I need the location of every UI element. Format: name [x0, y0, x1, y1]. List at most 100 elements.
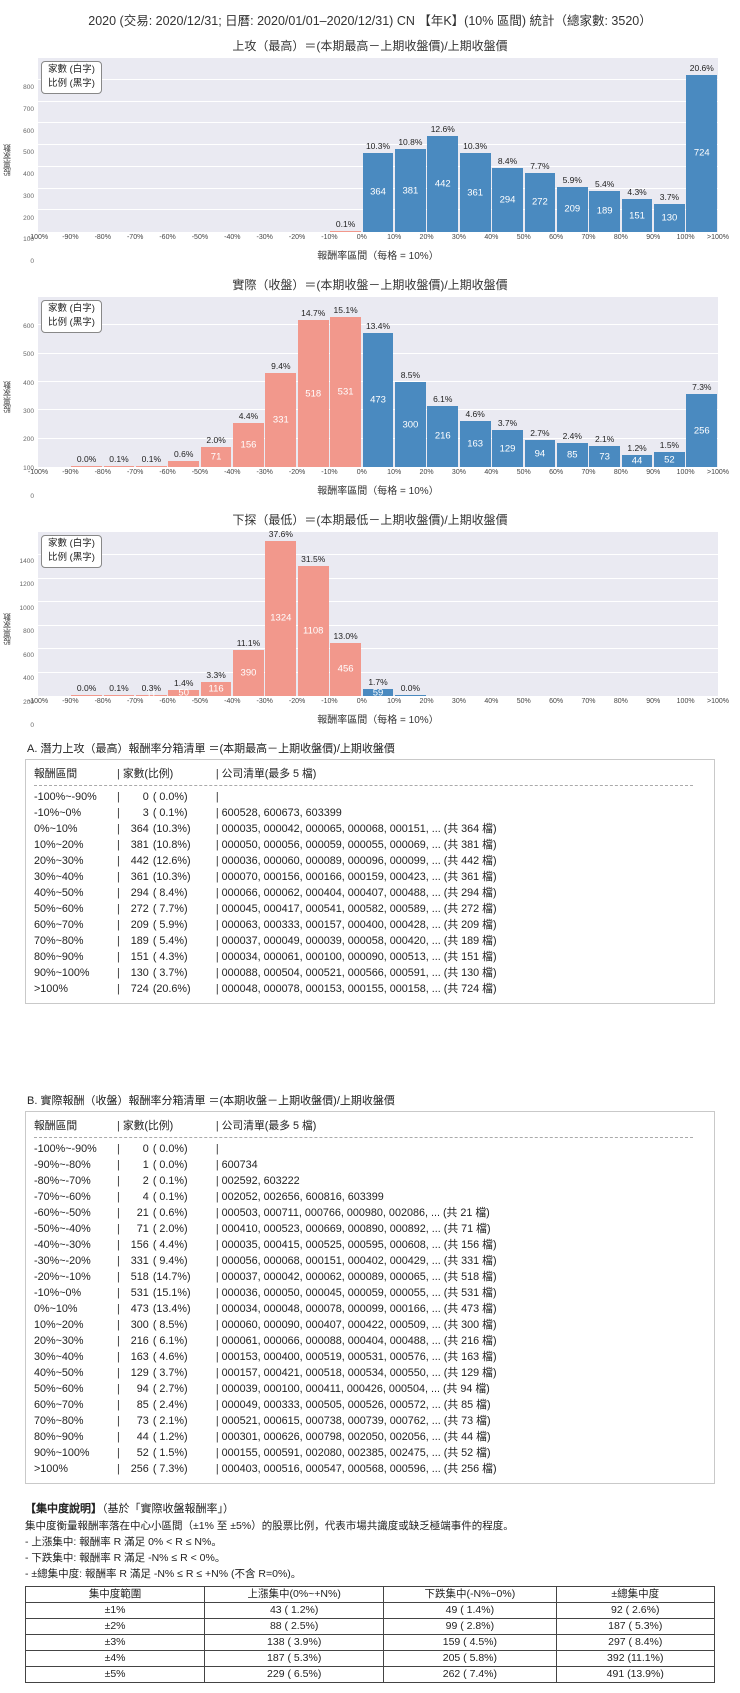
pct-cell: (14.7%) — [152, 1271, 191, 1283]
pct-cell: ( 0.6%) — [152, 1207, 188, 1219]
grid-line — [38, 554, 718, 556]
table-row: 30%~40% | 163( 4.6%) | 000153, 000400, 00051… — [34, 1349, 706, 1365]
bar-pct-label: 5.9% — [562, 174, 582, 185]
concentration-cell: ±1% — [24, 1602, 206, 1619]
concentration-col-header: 下跌集中(-N%~0%) — [383, 1586, 557, 1603]
actual-close-chart: 實際（收盤）＝(本期收盤－上期收盤價)/上期收盤價 股票家數 0 100 200 300 4… — [0, 276, 740, 500]
chart-legend: 家數 (白字) 比例 (黑字) — [41, 300, 102, 333]
company-list-cell: 000066, 000062, 000404, 000407, 000488, … — [221, 887, 497, 899]
range-cell: -100%~-90% — [34, 791, 97, 803]
y-tick: 600 — [23, 127, 34, 135]
concentration-header-row: 集中度範圍 上漲集中(0%~+N%) 下跌集中(-N%~0%) ±總集中度 — [24, 1586, 715, 1603]
separator: | — [117, 791, 120, 803]
range-cell: 60%~70% — [34, 919, 84, 931]
x-tick: 10% — [387, 698, 402, 705]
bar-pct-label: 12.6% — [430, 123, 455, 134]
table-row: -50%~-40% | 71( 2.0%) | 000410, 000523, 0006… — [34, 1221, 706, 1237]
x-tick: 50% — [516, 469, 531, 476]
y-tick: 100 — [23, 464, 34, 472]
pct-cell: ( 1.5%) — [152, 1447, 188, 1459]
separator: | — [117, 1255, 120, 1267]
separator: | — [117, 1351, 120, 1363]
col-header-range: 報酬區間 — [34, 768, 78, 780]
count-cell: 300 — [130, 1319, 149, 1331]
x-tick: 40% — [484, 698, 499, 705]
separator: | — [215, 807, 219, 819]
count-cell: 3 — [142, 807, 149, 819]
bar — [654, 203, 685, 232]
bar-pct-label: 3.7% — [659, 191, 680, 202]
bar — [200, 682, 232, 696]
company-list-cell: 000410, 000523, 000669, 000890, 000892, … — [221, 1223, 491, 1235]
chart-legend: 家數 (白字) 比例 (黑字) — [41, 61, 102, 94]
separator: | — [117, 935, 120, 947]
x-tick: -30% — [256, 698, 273, 705]
grid-line — [38, 144, 718, 145]
pct-cell: (10.3%) — [152, 871, 191, 883]
x-tick: -30% — [256, 234, 273, 241]
plot-column: 0.0% 0.1% 11 0.3% 50 1.4% 116 3.3% 390 11.1% 1324 3… — [28, 528, 729, 726]
count-cell: 272 — [130, 903, 149, 915]
count-cell: 724 — [130, 983, 149, 995]
x-tick: 30% — [451, 698, 466, 705]
grid-line — [38, 601, 718, 603]
legend-line: 家數 (白字) — [48, 538, 95, 549]
bar-pct-label: 37.6% — [268, 528, 293, 539]
bar — [297, 320, 329, 467]
x-tick: -80% — [94, 234, 111, 241]
bar-count-label: 294 — [499, 194, 516, 206]
x-tick: 80% — [613, 234, 628, 241]
bar-pct-label: 5.4% — [594, 178, 615, 189]
bar-pct-label: 0.1% — [141, 453, 162, 464]
separator: | — [117, 951, 120, 963]
company-list-cell: 000063, 000333, 000157, 000400, 000428, … — [221, 919, 497, 931]
chart-title: 實際（收盤）＝(本期收盤－上期收盤價)/上期收盤價 — [232, 278, 508, 292]
separator: | — [117, 823, 120, 835]
x-tick: -60% — [159, 698, 176, 705]
x-axis-title: 報酬率區間（每格 = 10%） — [317, 251, 439, 262]
bar-count-label: 189 — [596, 205, 613, 217]
separator: | — [117, 768, 120, 780]
bar — [362, 689, 394, 696]
bar-count-label: 130 — [661, 212, 678, 224]
count-cell: 531 — [130, 1287, 149, 1299]
chart-body: 股票家數 0 100 200 300 400 500 600 700 800 0.1% 364 10.3… — [0, 57, 740, 265]
separator: | — [215, 839, 219, 851]
bar-count-label: 442 — [434, 178, 451, 190]
pct-cell: (13.4%) — [152, 1303, 191, 1315]
bar-pct-label: 2.1% — [594, 434, 615, 445]
y-tick: 0 — [30, 722, 34, 729]
separator: | — [117, 1175, 120, 1187]
concentration-cell: ±3% — [24, 1634, 206, 1651]
bar-pct-label: 14.7% — [301, 308, 326, 319]
bar-pct-label: 2.4% — [562, 430, 582, 441]
pct-cell: ( 5.4%) — [152, 935, 188, 947]
col-header-list: 公司清單(最多 5 檔) — [221, 768, 317, 780]
concentration-cell: 392 (11.1%) — [555, 1650, 715, 1667]
y-tick: 400 — [23, 171, 34, 178]
table-row: 80%~90% | 151( 4.3%) | 000034, 000061, 00010… — [34, 949, 706, 965]
table-row: -100%~-90% | 0( 0.0%) | — [34, 789, 706, 805]
bar-count-label: 73 — [599, 451, 610, 463]
bar — [330, 642, 361, 696]
separator: | — [117, 1223, 120, 1235]
dashed-divider — [34, 785, 693, 786]
pct-cell: ( 2.7%) — [152, 1383, 188, 1395]
pct-cell: ( 0.0%) — [152, 1159, 188, 1171]
x-tick: 100% — [676, 698, 695, 705]
bar — [459, 153, 491, 232]
separator: | — [215, 1335, 219, 1347]
bar-pct-label: 4.3% — [627, 187, 647, 198]
pct-cell: ( 2.0%) — [152, 1223, 188, 1235]
pct-cell: ( 7.3%) — [152, 1463, 188, 1475]
page-title: 2020 (交易: 2020/12/31; 日曆: 2020/01/01–202… — [88, 14, 652, 28]
count-cell: 0 — [142, 791, 149, 803]
separator: | — [215, 1319, 219, 1331]
range-cell: -30%~-20% — [34, 1255, 91, 1267]
concentration-col-header: 集中度範圍 — [24, 1586, 206, 1603]
x-tick: >100% — [707, 698, 729, 705]
x-tick: 60% — [549, 234, 564, 241]
range-cell: 40%~50% — [34, 1367, 84, 1379]
pct-cell: ( 7.7%) — [152, 903, 188, 915]
concentration-col-header: 上漲集中(0%~+N%) — [204, 1586, 385, 1603]
